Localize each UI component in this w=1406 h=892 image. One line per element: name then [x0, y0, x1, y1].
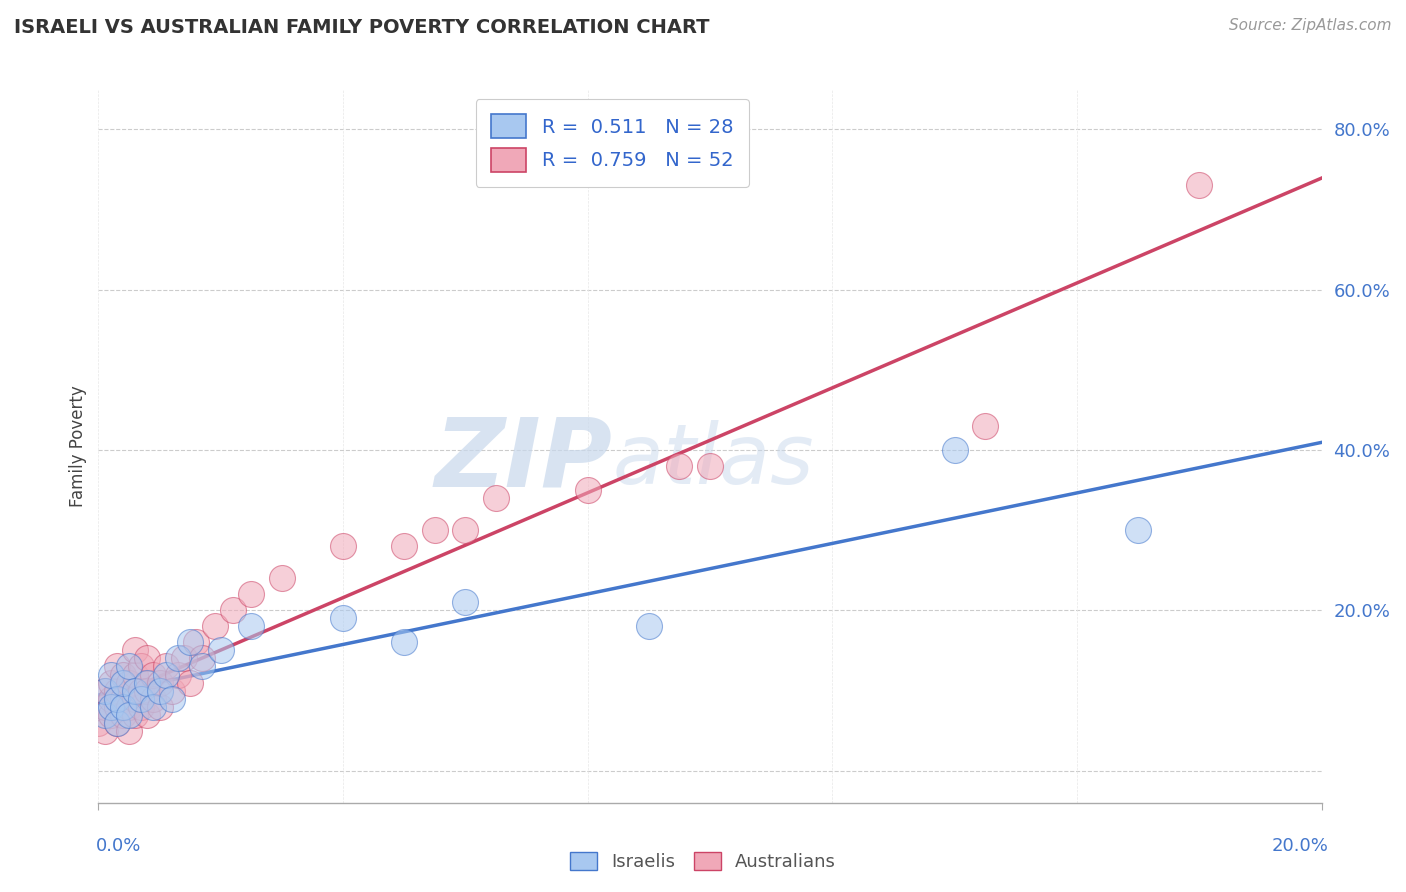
Point	[105, 715, 128, 730]
Point	[179, 635, 201, 649]
Point	[118, 675, 141, 690]
Y-axis label: Family Poverty: Family Poverty	[69, 385, 87, 507]
Text: ISRAELI VS AUSTRALIAN FAMILY POVERTY CORRELATION CHART: ISRAELI VS AUSTRALIAN FAMILY POVERTY COR…	[14, 18, 710, 37]
Point	[136, 675, 159, 690]
Text: 20.0%: 20.0%	[1272, 837, 1329, 855]
Point	[118, 723, 141, 738]
Point	[240, 619, 263, 633]
Point	[209, 643, 232, 657]
Legend: Israelis, Australians: Israelis, Australians	[562, 845, 844, 879]
Point	[129, 699, 152, 714]
Point	[136, 651, 159, 665]
Point	[87, 715, 110, 730]
Point	[118, 707, 141, 722]
Text: 0.0%: 0.0%	[96, 837, 141, 855]
Point	[173, 651, 195, 665]
Point	[240, 587, 263, 601]
Point	[105, 691, 128, 706]
Point	[668, 458, 690, 473]
Point	[179, 675, 201, 690]
Text: atlas: atlas	[612, 420, 814, 500]
Point	[142, 667, 165, 681]
Point	[149, 683, 172, 698]
Point	[167, 651, 190, 665]
Point	[124, 691, 146, 706]
Point	[111, 707, 134, 722]
Point	[637, 619, 661, 633]
Point	[129, 659, 152, 673]
Point	[160, 691, 183, 706]
Legend: R =  0.511   N = 28, R =  0.759   N = 52: R = 0.511 N = 28, R = 0.759 N = 52	[475, 99, 749, 187]
Point	[485, 491, 508, 505]
Point	[392, 539, 416, 553]
Point	[118, 699, 141, 714]
Point	[100, 707, 122, 722]
Point	[270, 571, 292, 585]
Point	[191, 659, 214, 673]
Point	[100, 667, 122, 681]
Point	[124, 667, 146, 681]
Point	[149, 675, 172, 690]
Point	[124, 683, 146, 698]
Point	[111, 675, 134, 690]
Point	[124, 707, 146, 722]
Point	[129, 691, 152, 706]
Point	[204, 619, 226, 633]
Point	[186, 635, 208, 649]
Point	[100, 691, 122, 706]
Point	[124, 643, 146, 657]
Point	[1188, 178, 1211, 193]
Point	[155, 667, 177, 681]
Point	[93, 699, 115, 714]
Point	[105, 699, 128, 714]
Point	[129, 683, 152, 698]
Point	[943, 442, 966, 457]
Point	[332, 611, 354, 625]
Point	[155, 659, 177, 673]
Point	[93, 707, 115, 722]
Point	[167, 667, 190, 681]
Point	[392, 635, 416, 649]
Point	[136, 683, 159, 698]
Point	[423, 523, 446, 537]
Point	[100, 699, 122, 714]
Point	[93, 683, 115, 698]
Point	[105, 715, 128, 730]
Point	[222, 603, 245, 617]
Text: Source: ZipAtlas.com: Source: ZipAtlas.com	[1229, 18, 1392, 33]
Point	[191, 651, 214, 665]
Point	[576, 483, 599, 497]
Point	[93, 683, 115, 698]
Point	[105, 683, 128, 698]
Text: ZIP: ZIP	[434, 414, 612, 507]
Point	[100, 675, 122, 690]
Point	[160, 683, 183, 698]
Point	[142, 699, 165, 714]
Point	[105, 659, 128, 673]
Point	[142, 691, 165, 706]
Point	[111, 691, 134, 706]
Point	[111, 667, 134, 681]
Point	[111, 699, 134, 714]
Point	[136, 707, 159, 722]
Point	[93, 723, 115, 738]
Point	[454, 523, 477, 537]
Point	[332, 539, 354, 553]
Point	[454, 595, 477, 609]
Point	[1128, 523, 1150, 537]
Point	[974, 419, 997, 434]
Point	[149, 699, 172, 714]
Point	[118, 659, 141, 673]
Point	[699, 458, 721, 473]
